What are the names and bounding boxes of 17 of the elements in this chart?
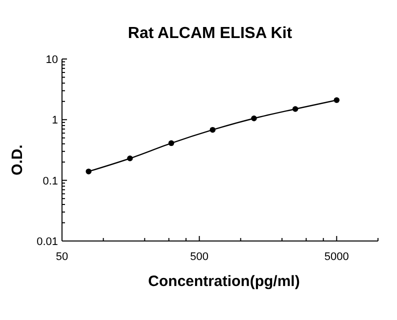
x-tick-label: 500	[190, 251, 209, 263]
point	[292, 106, 298, 112]
point	[251, 116, 257, 122]
x-axis-title: Concentration(pg/ml)	[148, 273, 300, 290]
x-tick-label: 5000	[324, 251, 349, 263]
point	[168, 140, 174, 146]
y-tick-label: 1	[52, 114, 58, 127]
y-axis-title: O.D.	[9, 144, 26, 176]
chart-title: Rat ALCAM ELISA Kit	[128, 25, 293, 42]
point	[210, 126, 216, 133]
point	[334, 97, 340, 103]
y-tick-label: 0.1	[42, 175, 58, 188]
point	[127, 156, 133, 162]
point	[86, 168, 92, 174]
x-tick-label: 50	[56, 251, 68, 263]
y-tick-label: 10	[46, 54, 58, 66]
y-tick-label: 0.01	[36, 236, 58, 248]
